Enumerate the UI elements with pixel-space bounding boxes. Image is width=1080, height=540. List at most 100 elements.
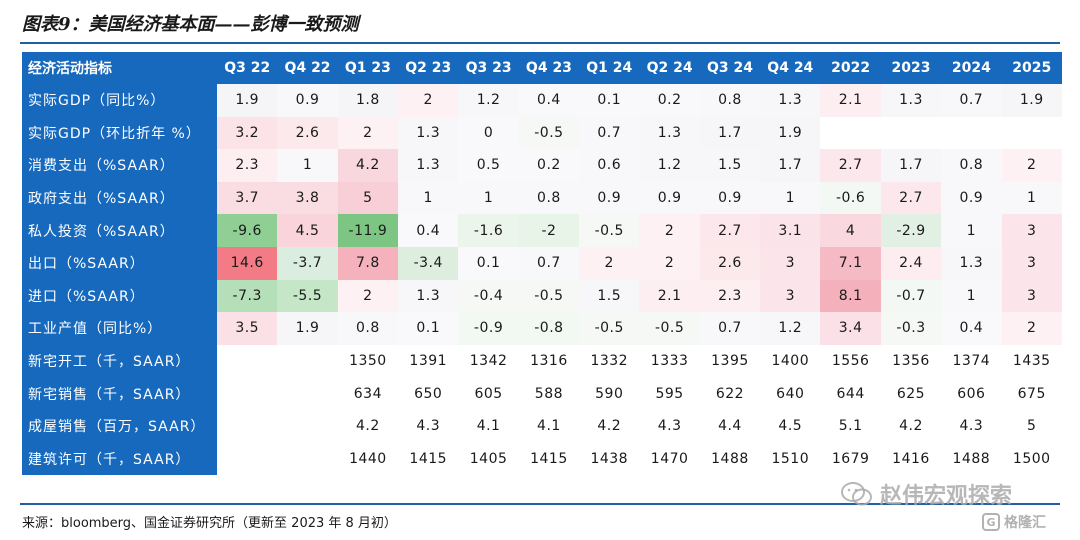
column-header: Q4 23 bbox=[518, 52, 580, 84]
figure-title: 图表9：美国经济基本面——彭博一致预测 bbox=[22, 14, 359, 35]
data-cell: 1 bbox=[458, 181, 519, 215]
data-cell: 2.4 bbox=[880, 246, 942, 280]
data-cell: 1.3 bbox=[398, 116, 459, 150]
data-cell: 0.7 bbox=[699, 312, 761, 345]
data-cell: 1.3 bbox=[880, 84, 942, 117]
data-cell: 1.3 bbox=[398, 149, 459, 182]
data-cell bbox=[277, 377, 338, 410]
data-cell bbox=[277, 344, 338, 378]
data-cell: 1391 bbox=[398, 344, 459, 378]
data-cell: 0.9 bbox=[639, 181, 700, 215]
watermark-small-text: 格隆汇 bbox=[1004, 515, 1046, 531]
data-cell: 4.1 bbox=[518, 409, 580, 443]
data-cell: 3 bbox=[760, 246, 821, 280]
data-cell: 2.6 bbox=[277, 116, 338, 150]
data-cell: 3.7 bbox=[217, 181, 278, 215]
data-cell: 3 bbox=[1001, 279, 1062, 313]
row-label: 工业产值（同比%） bbox=[22, 312, 218, 345]
data-cell: 1.7 bbox=[880, 149, 942, 182]
data-cell: 0.9 bbox=[579, 181, 640, 215]
data-cell: 675 bbox=[1001, 377, 1062, 410]
row-label: 出口（%SAAR） bbox=[22, 246, 218, 280]
data-cell: -9.6 bbox=[217, 214, 278, 247]
column-header: Q1 23 bbox=[337, 52, 399, 84]
table-row: 实际GDP（同比%） 1.9 0.9 1.8 2 1.2 0.4 0.1 0.2 0.8 1.3 2.… bbox=[22, 84, 1062, 117]
data-cell: 605 bbox=[458, 377, 519, 410]
data-cell: 2.7 bbox=[880, 181, 942, 215]
data-cell: 1.7 bbox=[760, 149, 821, 182]
column-header: 2024 bbox=[941, 52, 1002, 84]
data-cell: 1440 bbox=[337, 442, 399, 476]
table-row: 成屋销售（百万，SAAR） 4.2 4.3 4.1 4.1 4.2 4.3 4.4 4.5 5.1… bbox=[22, 409, 1062, 443]
gelonghui-logo-icon: G bbox=[982, 513, 1000, 531]
data-cell: 622 bbox=[699, 377, 761, 410]
row-label: 成屋销售（百万，SAAR） bbox=[22, 409, 218, 443]
data-cell bbox=[217, 442, 278, 476]
table-row: 建筑许可（千，SAAR） 1440 1415 1405 1415 1438 1470 1488… bbox=[22, 442, 1062, 476]
data-cell: 1556 bbox=[820, 344, 881, 378]
table-row: 进口（%SAAR） -7.3 -5.5 2 1.3 -0.4 -0.5 1.5 2.1 2.3 3 8… bbox=[22, 279, 1062, 313]
column-header: Q1 24 bbox=[579, 52, 640, 84]
data-cell: 634 bbox=[337, 377, 399, 410]
data-cell: 1488 bbox=[699, 442, 761, 476]
data-cell: 1374 bbox=[941, 344, 1002, 378]
data-cell: -0.3 bbox=[880, 312, 942, 345]
data-cell: -5.5 bbox=[277, 279, 338, 313]
corner-label: 经济活动指标 bbox=[22, 52, 218, 84]
data-cell: 1356 bbox=[880, 344, 942, 378]
data-cell: 0.4 bbox=[518, 84, 580, 117]
data-cell: 1.5 bbox=[579, 279, 640, 313]
data-cell: 5 bbox=[1001, 409, 1062, 443]
data-cell bbox=[217, 377, 278, 410]
column-header: Q3 22 bbox=[217, 52, 278, 84]
data-cell: -2 bbox=[518, 214, 580, 247]
row-label: 建筑许可（千，SAAR） bbox=[22, 442, 218, 476]
data-cell: 14.6 bbox=[217, 246, 278, 280]
data-cell: 2 bbox=[639, 246, 700, 280]
data-cell bbox=[941, 116, 1002, 150]
data-cell: -0.5 bbox=[518, 279, 580, 313]
data-cell bbox=[880, 116, 942, 150]
watermark-main: 赵伟宏观探索 bbox=[840, 478, 1012, 510]
data-cell: 2.1 bbox=[820, 84, 881, 117]
column-header: Q4 24 bbox=[760, 52, 821, 84]
data-cell: 0.8 bbox=[699, 84, 761, 117]
data-cell: 4.3 bbox=[398, 409, 459, 443]
data-cell: 1488 bbox=[941, 442, 1002, 476]
watermark-main-text: 赵伟宏观探索 bbox=[880, 484, 1013, 509]
data-cell: -3.7 bbox=[277, 246, 338, 280]
table-body: 实际GDP（同比%） 1.9 0.9 1.8 2 1.2 0.4 0.1 0.2 0.8 1.3 2.… bbox=[22, 84, 1062, 476]
column-header: Q2 24 bbox=[639, 52, 700, 84]
data-cell: 0.9 bbox=[941, 181, 1002, 215]
data-cell: 1.5 bbox=[699, 149, 761, 182]
data-cell: 3 bbox=[760, 279, 821, 313]
data-cell: 1 bbox=[277, 149, 338, 182]
data-cell: 2.7 bbox=[820, 149, 881, 182]
data-cell: 1.8 bbox=[337, 84, 399, 117]
data-cell: 650 bbox=[398, 377, 459, 410]
data-cell: 1438 bbox=[579, 442, 640, 476]
data-cell: 5 bbox=[337, 181, 399, 215]
data-cell: 3.8 bbox=[277, 181, 338, 215]
data-cell: -1.6 bbox=[458, 214, 519, 247]
data-cell: 1435 bbox=[1001, 344, 1062, 378]
data-cell: 4.5 bbox=[760, 409, 821, 443]
data-cell: 4.3 bbox=[941, 409, 1002, 443]
data-cell: 3 bbox=[1001, 214, 1062, 247]
table-row: 新宅开工（千，SAAR） 1350 1391 1342 1316 1332 1333 1395… bbox=[22, 344, 1062, 378]
table-row: 实际GDP（环比折年 %） 3.2 2.6 2 1.3 0 -0.5 0.7 1.3 1.7 1.9 bbox=[22, 116, 1062, 150]
data-cell: 0.4 bbox=[941, 312, 1002, 345]
table-header: 经济活动指标 Q3 22 Q4 22 Q1 23 Q2 23 Q3 23 Q4 23 Q1 … bbox=[22, 52, 1062, 84]
data-cell: 1405 bbox=[458, 442, 519, 476]
data-cell: 3 bbox=[1001, 246, 1062, 280]
data-cell: 1342 bbox=[458, 344, 519, 378]
data-cell: 0.8 bbox=[941, 149, 1002, 182]
data-cell bbox=[217, 409, 278, 443]
data-cell: 0.9 bbox=[277, 84, 338, 117]
column-header: Q3 23 bbox=[458, 52, 519, 84]
data-cell: 1316 bbox=[518, 344, 580, 378]
data-cell: 0.7 bbox=[579, 116, 640, 150]
bottom-rule bbox=[20, 503, 1060, 505]
data-cell: 7.8 bbox=[337, 246, 399, 280]
data-cell: -0.5 bbox=[579, 214, 640, 247]
